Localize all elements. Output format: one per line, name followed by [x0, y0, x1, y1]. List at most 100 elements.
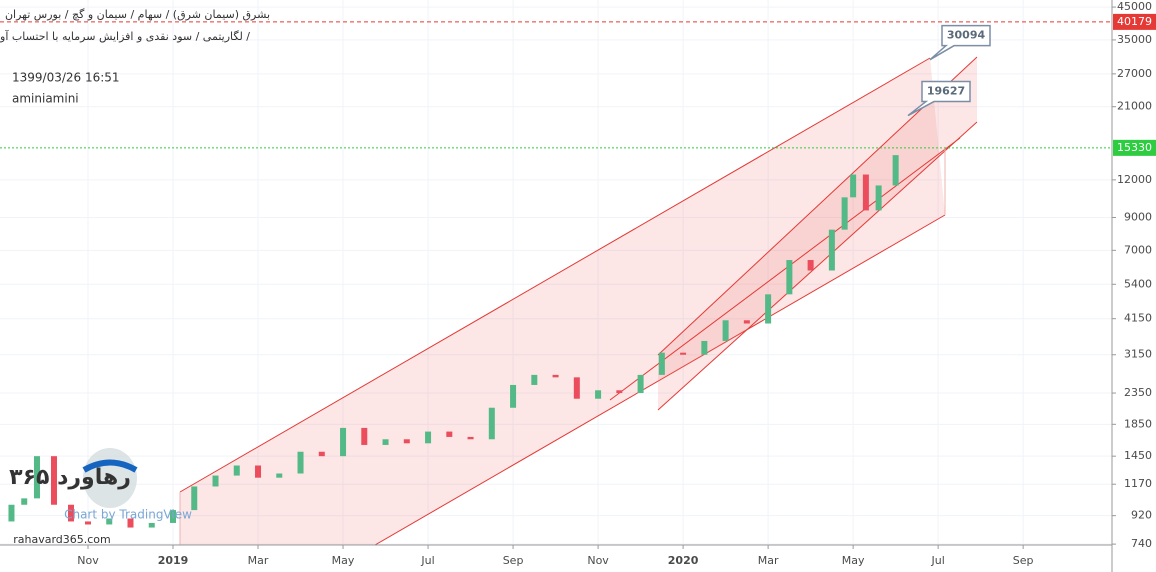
- y-tick-label: 35000: [1117, 33, 1152, 46]
- candle-body: [488, 407, 495, 440]
- y-tick-label: 5400: [1124, 277, 1152, 290]
- x-tick-label: Nov: [77, 554, 99, 567]
- y-tick-label: 27000: [1117, 67, 1152, 80]
- candle-body: [637, 374, 644, 394]
- candle-body: [467, 436, 474, 440]
- callout-label: 19627: [927, 85, 965, 98]
- y-tick-label: 3150: [1124, 348, 1152, 361]
- candle-body: [127, 518, 134, 528]
- candle-body: [595, 390, 602, 399]
- candle-body: [701, 340, 708, 355]
- x-tick-label: 2020: [668, 554, 699, 567]
- candle-body: [403, 439, 410, 444]
- y-tick-label: 1450: [1124, 449, 1152, 462]
- candle-body: [33, 456, 40, 499]
- y-tick-label: 7000: [1124, 243, 1152, 256]
- candle-body: [510, 384, 517, 408]
- candle-body: [21, 498, 28, 505]
- price-label-box: [1113, 13, 1156, 30]
- candle-body: [67, 504, 74, 522]
- price-label: 40179: [1117, 15, 1152, 28]
- x-tick-label: Jul: [931, 554, 945, 567]
- candle-body: [276, 473, 283, 478]
- candle-body: [531, 374, 538, 385]
- candle-body: [807, 260, 814, 271]
- watermark-site: rahavard365.com: [13, 533, 111, 546]
- candle-body: [212, 475, 219, 487]
- y-tick-label: 45000: [1117, 0, 1152, 13]
- timestamp: 1399/03/26 16:51: [12, 71, 120, 85]
- candle-body: [722, 320, 729, 341]
- watermark-logo: [82, 459, 138, 473]
- y-tick-label: 9000: [1124, 210, 1152, 223]
- candle-body: [841, 197, 848, 230]
- x-tick-label: Jul: [420, 554, 434, 567]
- candle-body: [170, 510, 177, 523]
- candle-body: [50, 456, 57, 505]
- candle-body: [382, 439, 389, 445]
- y-tick-label: 1170: [1124, 477, 1152, 490]
- candle-body: [658, 352, 665, 375]
- x-tick-label: Mar: [758, 554, 779, 567]
- channels: [179, 56, 978, 546]
- candle-body: [680, 352, 687, 355]
- channel-line: [179, 57, 931, 493]
- channel-fill: [180, 58, 945, 545]
- x-tick-label: Mar: [248, 554, 269, 567]
- candle-body: [255, 465, 262, 478]
- y-tick-label: 12000: [1117, 173, 1152, 186]
- y-tick-label: 4150: [1124, 312, 1152, 325]
- candle-body: [340, 427, 347, 457]
- x-tick-label: May: [332, 554, 355, 567]
- candle-body: [875, 185, 882, 211]
- candle-body: [297, 451, 304, 474]
- candle-body: [765, 294, 772, 324]
- author: aminiamini: [12, 92, 79, 106]
- candle-body: [616, 390, 623, 394]
- candle-body: [191, 486, 198, 511]
- x-tick-label: Sep: [503, 554, 524, 567]
- channel-line: [374, 214, 946, 546]
- watermark-credit: Chart by TradingView: [64, 508, 192, 522]
- x-tick-label: May: [842, 554, 865, 567]
- candle-body: [573, 377, 580, 399]
- candle-body: [446, 431, 453, 437]
- y-tick-label: 1850: [1124, 417, 1152, 430]
- chart-subtitle: لگاریتمی / سود نقدی و افزایش سرمایه با ا…: [0, 29, 250, 43]
- candle-body: [106, 518, 113, 525]
- candle-body: [892, 155, 899, 186]
- candle-body: [552, 374, 559, 378]
- watermark-brand: رهاورد ۳۶۵: [9, 465, 131, 490]
- overlay: 40179 15330 30094 19627: [0, 13, 1156, 156]
- y-tick-label: 920: [1131, 509, 1152, 522]
- candle-body: [361, 427, 368, 445]
- candle-body: [84, 521, 91, 525]
- candle-body: [850, 174, 857, 198]
- candle-body: [233, 465, 240, 476]
- channel-line: [609, 137, 961, 401]
- candle-body: [425, 431, 432, 444]
- candle-body: [862, 174, 869, 211]
- candle-body: [786, 260, 793, 295]
- x-tick-label: Sep: [1013, 554, 1034, 567]
- candles: [8, 155, 899, 528]
- candle-body: [743, 320, 750, 324]
- candle-body: [148, 522, 155, 528]
- x-tick-label: 2019: [158, 554, 189, 567]
- x-tick-label: Nov: [587, 554, 609, 567]
- candle-body: [8, 504, 15, 522]
- channel-fill: [658, 57, 977, 410]
- callout-box: [929, 24, 991, 61]
- y-tick-label: 740: [1131, 537, 1152, 550]
- channel-line: [657, 121, 978, 411]
- price-label: 15330: [1117, 141, 1152, 154]
- price-label-box: [1113, 139, 1156, 156]
- chart-title: بشرق (سیمان شرق) / سهام / سیمان و گچ / ب…: [5, 8, 270, 21]
- y-tick-label: 2350: [1124, 386, 1152, 399]
- candle-body: [828, 229, 835, 271]
- candle-body: [318, 451, 325, 457]
- y-tick-label: 21000: [1117, 100, 1152, 113]
- callout-box: [907, 80, 971, 117]
- callout-label: 30094: [947, 29, 986, 42]
